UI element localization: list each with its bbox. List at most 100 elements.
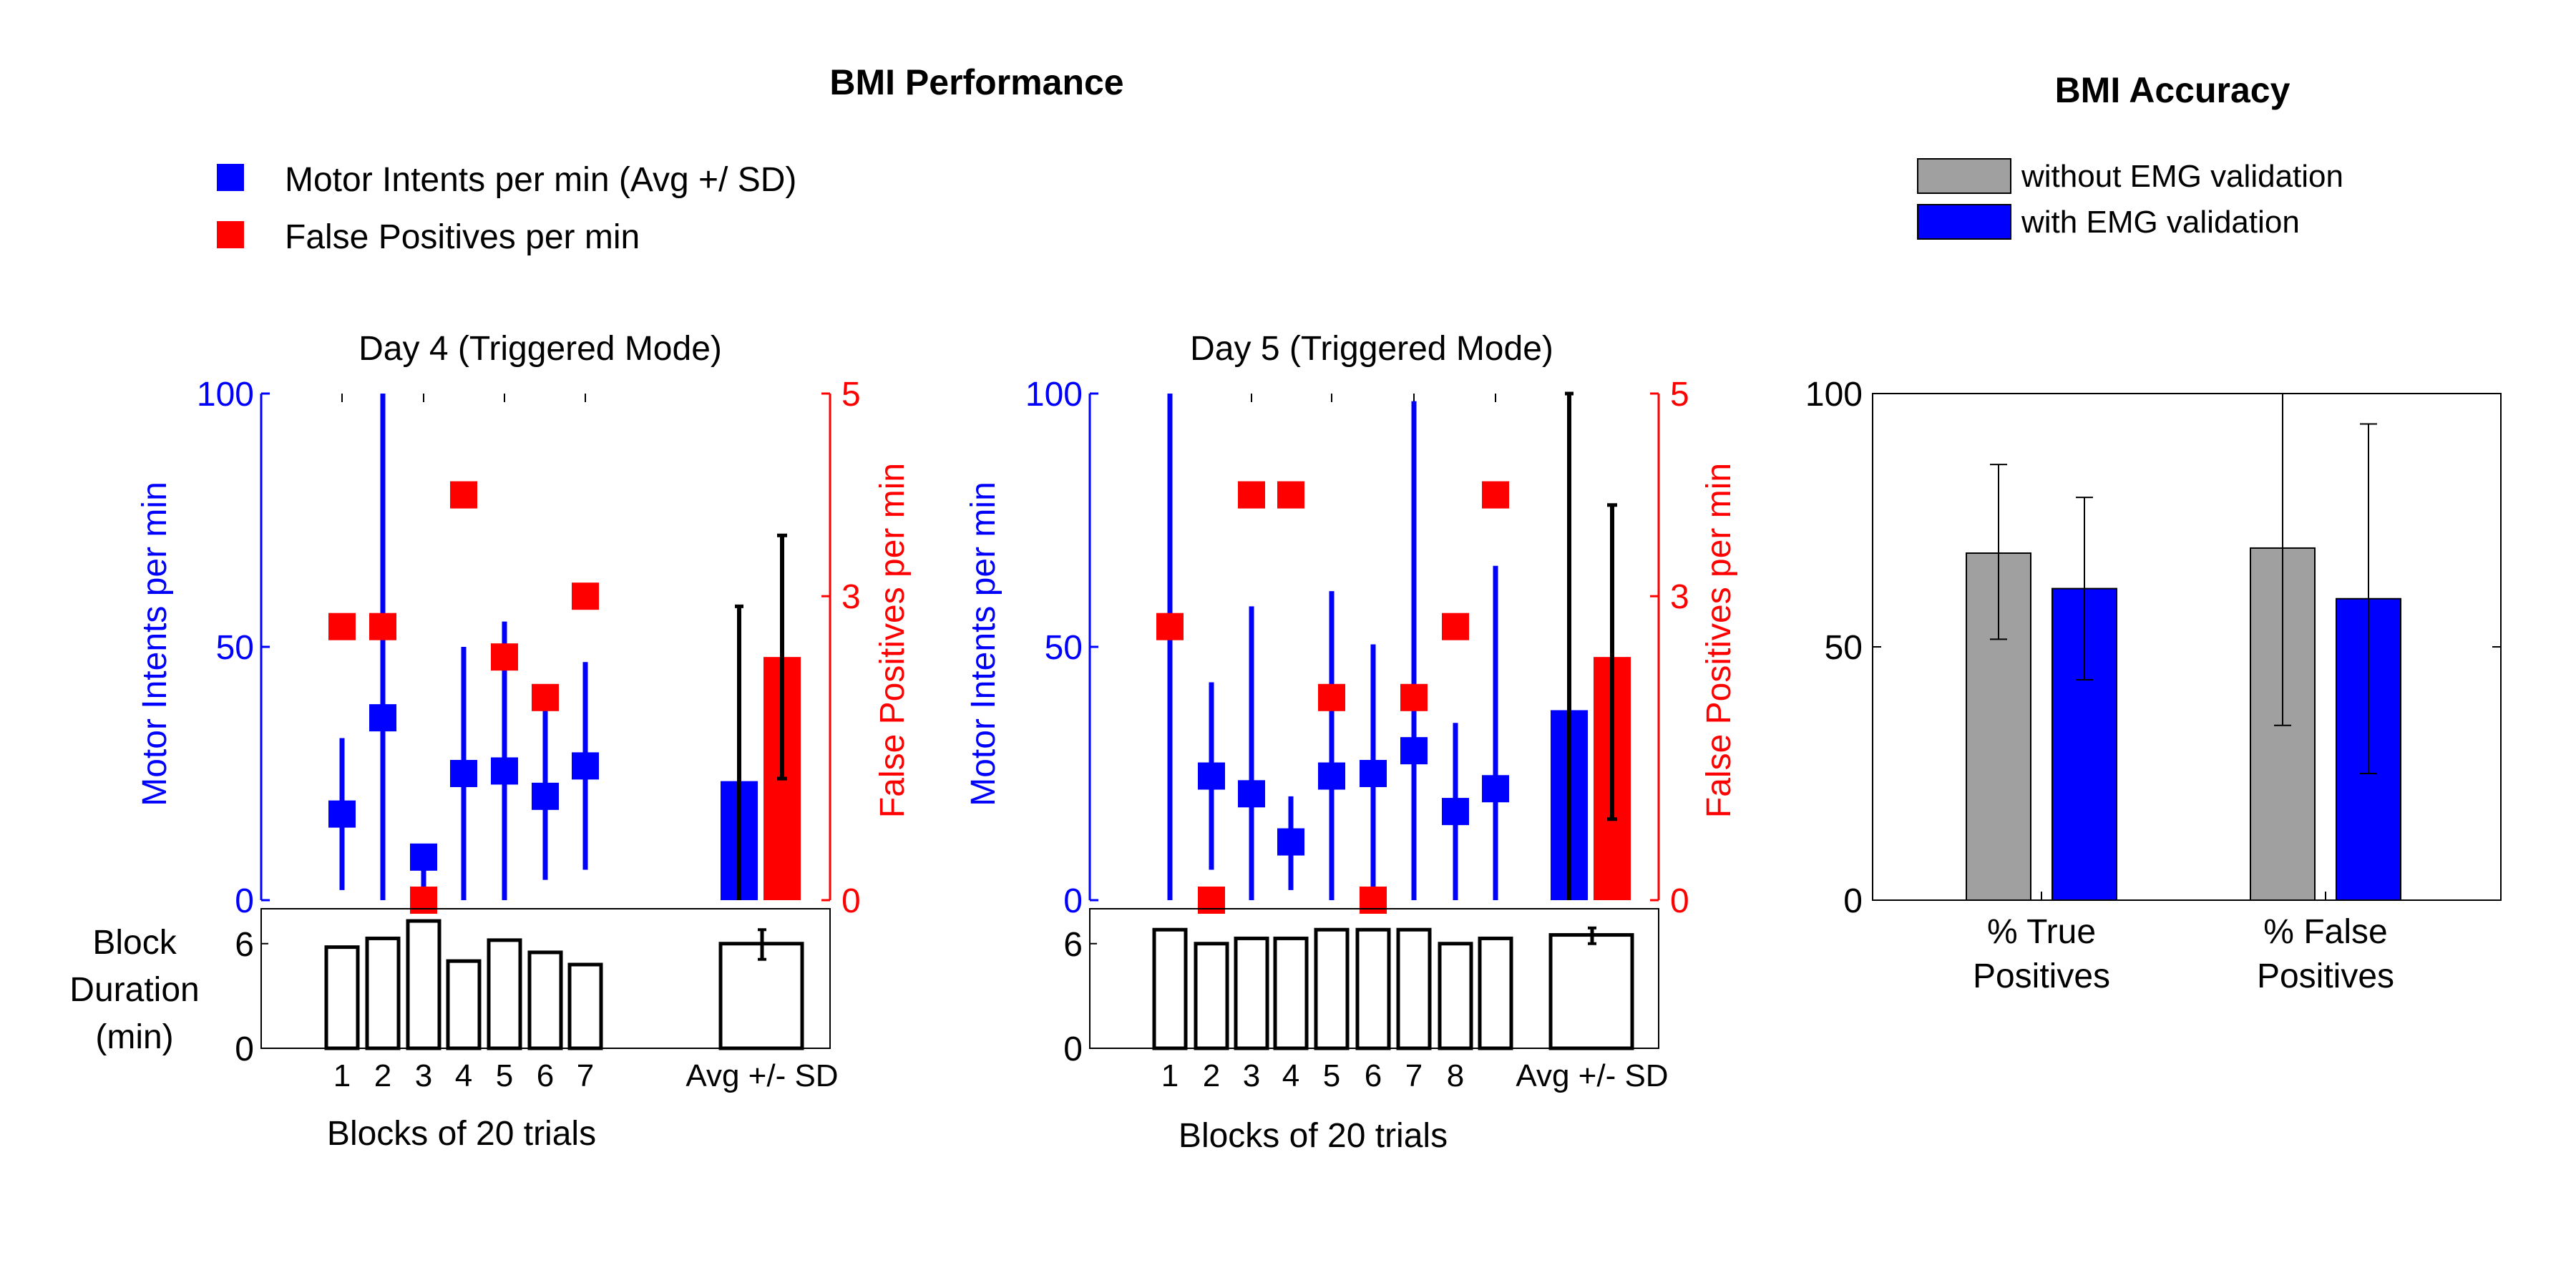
legend-label: without EMG validation	[2021, 159, 2343, 194]
duration-bar	[324, 945, 360, 1050]
duration-axis-label: (min)	[95, 1018, 173, 1056]
x-tick-label: 4	[1282, 1058, 1299, 1093]
accuracy-category-label: % False	[2263, 913, 2387, 951]
right-tick-label: 3	[1670, 578, 1689, 616]
motor-mean-marker	[1238, 780, 1265, 808]
x-tick-label: 1	[1161, 1058, 1179, 1093]
x-tick-label: 8	[1447, 1058, 1464, 1093]
false-positive-marker	[328, 613, 356, 640]
day4-left-axis-label: Motor Intents per min	[136, 482, 174, 806]
left-tick-label: 0	[235, 882, 254, 920]
accuracy-heading: BMI Accuracy	[2055, 70, 2290, 110]
performance-heading: BMI Performance	[829, 62, 1123, 102]
motor-mean-marker	[532, 782, 559, 810]
false-positive-marker	[1360, 887, 1387, 914]
duration-axis-label: Duration	[69, 971, 199, 1009]
legend-swatch	[1917, 204, 2011, 240]
right-tick-label: 5	[1670, 376, 1689, 414]
false-positive-marker	[1482, 481, 1509, 509]
accuracy-tick-label: 0	[1843, 882, 1863, 920]
duration-tick-label: 6	[235, 926, 254, 964]
duration-bar	[365, 936, 401, 1050]
motor-mean-marker	[1198, 762, 1225, 790]
avg-tick-label: Avg +/- SD	[1516, 1058, 1668, 1093]
duration-bar	[1478, 936, 1513, 1050]
x-tick-label: 2	[374, 1058, 391, 1093]
right-tick-label: 3	[841, 578, 861, 616]
avg-tick-label: Avg +/- SD	[686, 1058, 838, 1093]
accuracy-chart: 0 50 100 % True Positives % False Positives	[1805, 376, 2502, 995]
motor-mean-marker	[1442, 798, 1469, 826]
day4-chart: Day 4 (Triggered Mode) Motor Intents per…	[69, 330, 912, 1153]
duration-bar	[1194, 942, 1229, 1050]
x-tick-label: 7	[577, 1058, 594, 1093]
false-positive-marker	[1156, 613, 1184, 640]
x-tick-label: 2	[1203, 1058, 1220, 1093]
motor-mean-marker	[1482, 775, 1509, 803]
avg-duration-bar	[1548, 933, 1634, 1050]
x-tick-label: 3	[415, 1058, 432, 1093]
left-tick-label: 100	[1025, 376, 1083, 414]
left-tick-label: 50	[1045, 629, 1083, 667]
motor-mean-marker	[328, 800, 356, 828]
accuracy-category-label: Positives	[1973, 957, 2110, 995]
x-tick-label: 5	[496, 1058, 513, 1093]
x-tick-label: 7	[1405, 1058, 1423, 1093]
duration-bar	[406, 919, 441, 1050]
duration-bar	[487, 938, 522, 1050]
right-tick-label: 0	[841, 882, 861, 920]
false-positive-marker	[1318, 683, 1345, 711]
motor-mean-marker	[491, 757, 518, 785]
motor-mean-marker	[369, 704, 396, 732]
legend-label: Motor Intents per min (Avg +/ SD)	[285, 161, 796, 199]
x-tick-label: 6	[537, 1058, 554, 1093]
left-tick-label: 50	[216, 629, 254, 667]
duration-axis-label: Block	[92, 924, 177, 962]
duration-bar	[1273, 936, 1309, 1050]
avg-duration-bar	[718, 942, 804, 1050]
performance-legend: Motor Intents per min (Avg +/ SD) False P…	[217, 161, 796, 256]
accuracy-legend: without EMG validation with EMG validatio…	[1917, 158, 2343, 240]
false-positive-marker	[1198, 887, 1225, 914]
motor-mean-marker	[1360, 760, 1387, 787]
day4-right-axis-label: False Positives per min	[874, 463, 912, 818]
motor-mean-marker	[1400, 737, 1428, 765]
day5-chart: Day 5 (Triggered Mode) Motor Intents per…	[965, 330, 1738, 1155]
legend-marker	[217, 221, 244, 248]
duration-bar	[567, 962, 603, 1050]
legend-label: False Positives per min	[285, 218, 640, 256]
motor-mean-marker	[450, 760, 477, 787]
duration-bar	[1314, 927, 1350, 1050]
false-positive-marker	[491, 643, 518, 671]
x-tick-label: 3	[1243, 1058, 1260, 1093]
right-tick-label: 5	[841, 376, 861, 414]
accuracy-category-label: % True	[1987, 913, 2096, 951]
false-positive-marker	[532, 683, 559, 711]
false-positive-marker	[369, 613, 396, 640]
left-tick-label: 0	[1063, 882, 1083, 920]
duration-bar	[527, 950, 563, 1050]
day5-xlabel: Blocks of 20 trials	[1179, 1117, 1448, 1155]
false-positive-marker	[1238, 481, 1265, 509]
motor-mean-marker	[1318, 762, 1345, 790]
duration-bar	[1355, 927, 1391, 1050]
x-tick-label: 5	[1323, 1058, 1340, 1093]
duration-tick-label: 0	[1063, 1030, 1083, 1068]
duration-tick-label: 0	[235, 1030, 254, 1068]
motor-mean-marker	[572, 752, 599, 780]
duration-bar	[1396, 927, 1432, 1050]
accuracy-tick-label: 100	[1805, 376, 1863, 414]
right-tick-label: 0	[1670, 882, 1689, 920]
motor-mean-marker	[1277, 828, 1304, 856]
false-positive-marker	[450, 481, 477, 509]
accuracy-tick-label: 50	[1825, 629, 1863, 667]
false-positive-marker	[572, 582, 599, 610]
day5-title: Day 5 (Triggered Mode)	[1190, 330, 1553, 368]
false-positive-marker	[1400, 683, 1428, 711]
x-tick-label: 6	[1365, 1058, 1382, 1093]
legend-swatch	[1917, 158, 2011, 194]
false-positive-marker	[1277, 481, 1304, 509]
x-tick-label: 4	[455, 1058, 472, 1093]
left-tick-label: 100	[197, 376, 254, 414]
